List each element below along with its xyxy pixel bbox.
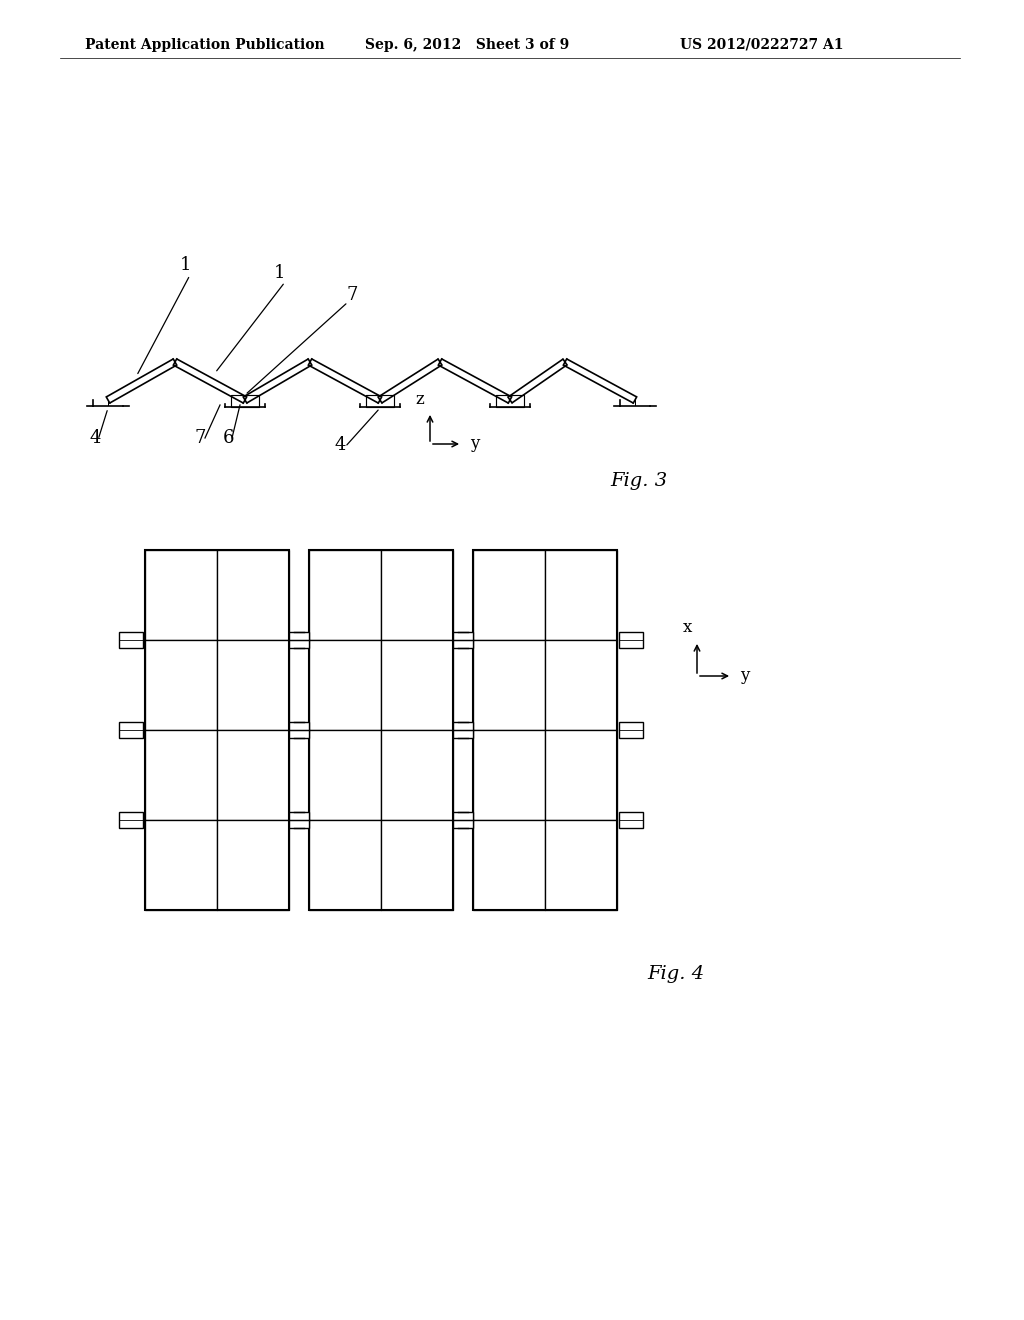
Bar: [545, 550, 617, 640]
Bar: [145, 640, 217, 730]
Text: Sep. 6, 2012   Sheet 3 of 9: Sep. 6, 2012 Sheet 3 of 9: [365, 38, 569, 51]
Bar: [618, 632, 643, 648]
Text: Fig. 3: Fig. 3: [610, 473, 667, 490]
Text: 1: 1: [179, 256, 190, 275]
Bar: [309, 820, 381, 909]
Text: 4: 4: [334, 436, 346, 454]
Bar: [618, 722, 643, 738]
Bar: [618, 812, 643, 828]
Bar: [381, 640, 453, 730]
Bar: [473, 730, 545, 820]
Bar: [309, 550, 381, 640]
Text: 6: 6: [222, 429, 233, 447]
Bar: [217, 640, 289, 730]
Text: x: x: [682, 619, 691, 636]
Text: 1: 1: [274, 264, 286, 282]
Bar: [309, 640, 381, 730]
Bar: [545, 640, 617, 730]
Bar: [496, 395, 524, 407]
Bar: [289, 812, 309, 828]
Bar: [473, 640, 545, 730]
Bar: [381, 730, 453, 820]
Bar: [473, 550, 545, 640]
Text: y: y: [470, 436, 479, 453]
Bar: [119, 632, 143, 648]
Bar: [217, 730, 289, 820]
Text: 7: 7: [195, 429, 206, 447]
Bar: [145, 550, 289, 909]
Bar: [473, 550, 617, 909]
Bar: [453, 632, 473, 648]
Bar: [231, 395, 259, 407]
Bar: [453, 812, 473, 828]
Bar: [217, 820, 289, 909]
Bar: [119, 812, 143, 828]
Bar: [366, 395, 394, 407]
Bar: [381, 550, 453, 640]
Text: US 2012/0222727 A1: US 2012/0222727 A1: [680, 38, 844, 51]
Text: z: z: [416, 391, 424, 408]
Text: 4: 4: [89, 429, 100, 447]
Bar: [309, 550, 453, 909]
Text: Patent Application Publication: Patent Application Publication: [85, 38, 325, 51]
Bar: [453, 722, 473, 738]
Bar: [289, 632, 309, 648]
Bar: [473, 820, 545, 909]
Bar: [217, 550, 289, 640]
Bar: [145, 730, 217, 820]
Bar: [145, 550, 217, 640]
Bar: [145, 820, 217, 909]
Bar: [545, 730, 617, 820]
Bar: [545, 820, 617, 909]
Bar: [309, 730, 381, 820]
Bar: [289, 722, 309, 738]
Bar: [381, 820, 453, 909]
Text: Fig. 4: Fig. 4: [647, 965, 705, 983]
Text: 7: 7: [346, 286, 357, 304]
Text: y: y: [740, 668, 750, 685]
Bar: [119, 722, 143, 738]
